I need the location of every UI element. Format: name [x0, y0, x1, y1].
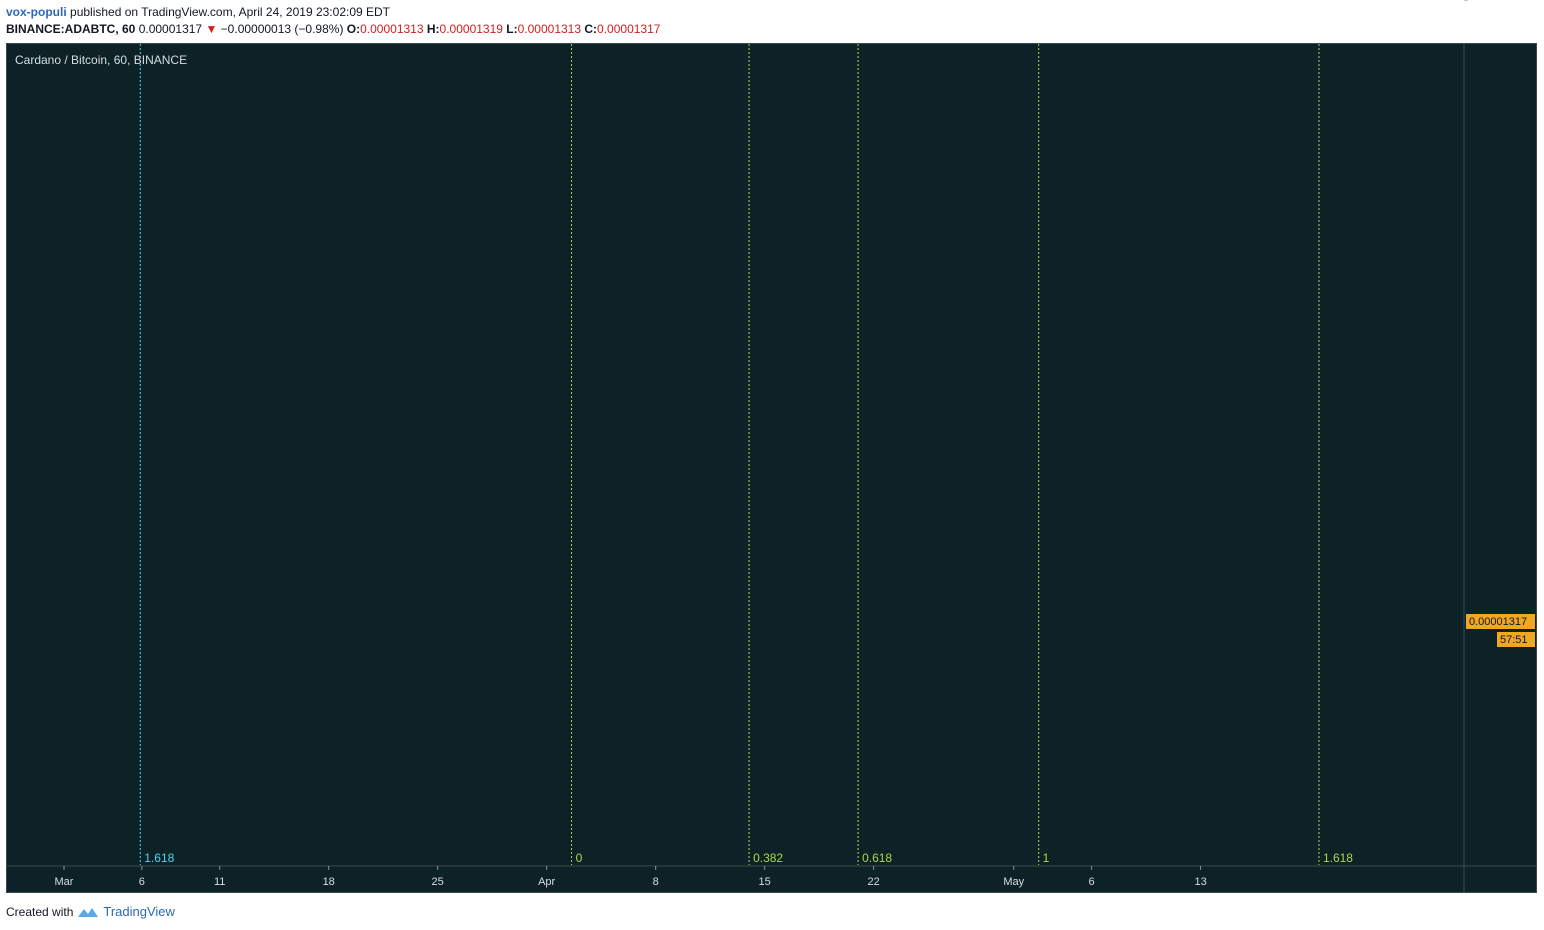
high-value: 0.00001319	[439, 22, 503, 36]
fib-level-label: 70.50%	[67, 0, 105, 3]
y-axis-label: 0.00001125	[1472, 0, 1529, 3]
y-axis-label: 0.00001900	[1472, 0, 1530, 3]
y-axis-label: 0.00001600	[1472, 0, 1530, 3]
ohlc-bar: BINANCE:ADABTC, 60 0.00001317 ▼ −0.00000…	[6, 21, 660, 38]
fib-level-label: 50.00%	[67, 0, 105, 3]
y-axis-label: 0.00001360	[1472, 0, 1530, 3]
y-axis-label: 0.00001850	[1472, 0, 1530, 3]
fib-level-label: 0.00%	[73, 0, 104, 3]
countdown-badge-bg	[1497, 632, 1535, 647]
y-axis-label: 0.00001750	[1472, 0, 1530, 3]
x-axis-label: May	[1003, 876, 1024, 888]
fib-time-label: 0	[576, 851, 583, 865]
fib-time-label: 1.618	[1323, 851, 1353, 865]
x-axis-label: 15	[759, 876, 771, 888]
chart-legend: Cardano / Bitcoin, 60, BINANCE	[15, 53, 187, 67]
x-axis-label: Mar	[55, 876, 74, 888]
footer: Created with TradingView	[6, 904, 175, 919]
y-axis-label: 0.00001320	[1472, 0, 1530, 3]
fib-level-label: 38.20%	[67, 0, 105, 3]
x-axis-label: 13	[1194, 876, 1206, 888]
y-axis-label: 0.00001090	[1472, 0, 1530, 3]
y-axis-label: 0.00001200	[1472, 0, 1530, 3]
y-axis-label: 0.00001440	[1472, 0, 1530, 3]
countdown-badge: 57:51	[1497, 632, 1535, 647]
last-price-badge-bg	[1466, 614, 1535, 629]
y-axis-label: 0.00001160	[1472, 0, 1529, 3]
fib-level-label: 61.80%	[67, 0, 105, 3]
author-link[interactable]: vox-populi	[6, 5, 67, 19]
high-label: H:	[426, 22, 440, 36]
price-change: −0.00000013 (−0.98%)	[220, 22, 344, 36]
x-axis-label: 6	[139, 876, 145, 888]
x-axis-label: 11	[214, 876, 225, 888]
fib-time-label: 0.618	[862, 851, 892, 865]
publish-header: vox-populi published on TradingView.com,…	[6, 4, 390, 21]
symbol-label: BINANCE:ADABTC, 60	[6, 22, 136, 36]
fib-time-label: 1	[1043, 851, 1050, 865]
close-value: 0.00001317	[597, 22, 661, 36]
publish-info: published on TradingView.com, April 24, …	[70, 5, 391, 19]
y-axis-label: 0.00002000	[1472, 0, 1530, 3]
y-axis-label: 0.00001560	[1472, 0, 1530, 3]
tradingview-logo-icon	[78, 907, 99, 917]
y-axis-label: 0.00001480	[1472, 0, 1530, 3]
y-axis-label: 0.00001520	[1472, 0, 1530, 3]
fib-level-label: 23.60%	[67, 0, 105, 3]
last-price-badge: 0.00001317	[1466, 614, 1535, 629]
fib-time-label: 0.382	[753, 851, 783, 865]
x-axis-label: 22	[868, 876, 880, 888]
y-axis-label: 0.00001800	[1472, 0, 1530, 3]
x-axis-label: 8	[653, 876, 659, 888]
y-axis-label: 0.00001280	[1472, 0, 1530, 3]
y-axis-label: 0.00001055	[1472, 0, 1530, 3]
y-axis-label: 0.00001240	[1472, 0, 1530, 3]
x-axis-label: Apr	[538, 876, 555, 888]
fib-time-label: 1.618	[144, 851, 174, 865]
open-label: O:	[346, 22, 361, 36]
x-axis-label: 25	[432, 876, 444, 888]
down-arrow-icon: ▼	[205, 22, 218, 36]
countdown-badge-text: 57:51	[1500, 634, 1528, 646]
low-label: L:	[506, 22, 518, 36]
low-value: 0.00001313	[517, 22, 582, 36]
last-price-badge-text: 0.00001317	[1469, 616, 1527, 628]
fib-level-label: 100.00%	[61, 0, 105, 3]
y-axis-label: 0.00001700	[1472, 0, 1530, 3]
tradingview-brand-link[interactable]: TradingView	[103, 904, 175, 919]
close-label: C:	[584, 22, 598, 36]
y-axis-label: 0.00001650	[1472, 0, 1530, 3]
open-value: 0.00001313	[360, 22, 424, 36]
x-axis-label: 6	[1089, 876, 1095, 888]
last-price: 0.00001317	[138, 22, 203, 36]
y-axis-label: 0.00001950	[1472, 0, 1530, 3]
created-with-label: Created with	[6, 904, 74, 919]
y-axis-label: 0.00001400	[1472, 0, 1530, 3]
chart-frame[interactable]	[6, 43, 1537, 893]
x-axis-label: 18	[323, 876, 335, 888]
fib-level-label: 78.60%	[67, 0, 105, 3]
